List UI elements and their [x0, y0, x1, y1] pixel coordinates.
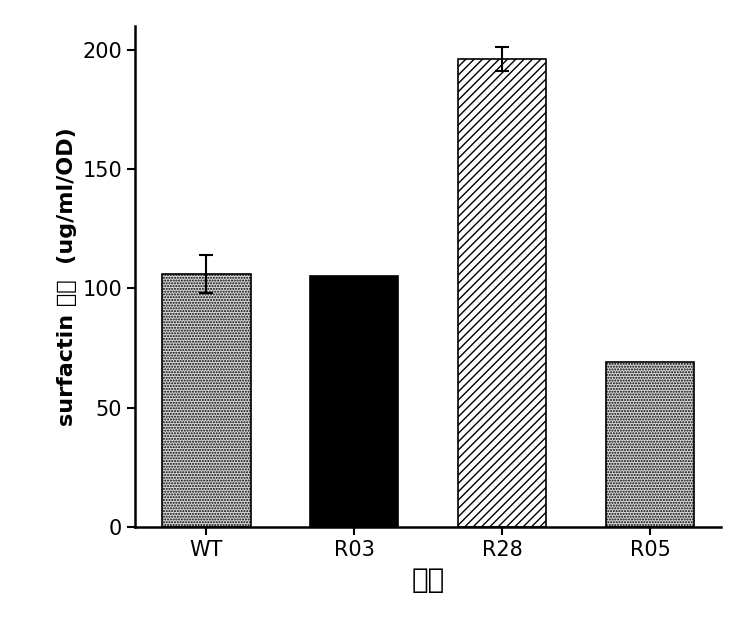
Bar: [457, 59, 547, 527]
Bar: [309, 276, 399, 527]
Bar: [605, 363, 695, 527]
X-axis label: 菌株: 菌株: [412, 566, 445, 594]
Y-axis label: surfactin 产量  (ug/ml/OD): surfactin 产量 (ug/ml/OD): [56, 127, 77, 426]
Bar: [161, 274, 251, 527]
